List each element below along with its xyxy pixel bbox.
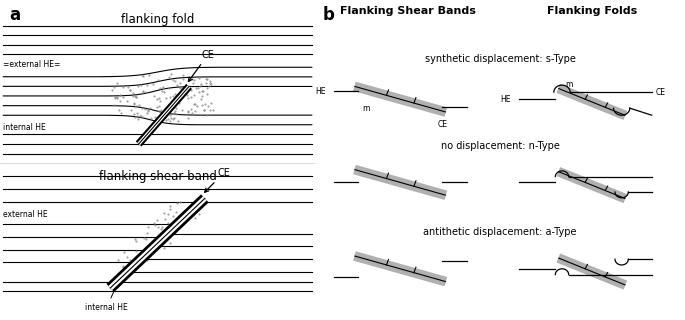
Text: CE: CE — [205, 168, 230, 192]
Text: Flanking Folds: Flanking Folds — [547, 6, 638, 16]
Text: m: m — [362, 104, 369, 113]
Text: antithetic displacement: a-Type: antithetic displacement: a-Type — [423, 227, 577, 237]
Text: a: a — [10, 6, 21, 24]
Text: HE: HE — [316, 87, 326, 96]
Text: no displacement: n-Type: no displacement: n-Type — [440, 141, 560, 151]
Text: Flanking Shear Bands: Flanking Shear Bands — [340, 6, 475, 16]
Text: internal HE: internal HE — [85, 282, 128, 312]
Text: CE: CE — [437, 120, 447, 129]
Text: =external HE=: =external HE= — [3, 60, 60, 68]
Text: external HE: external HE — [3, 210, 48, 219]
Text: CE: CE — [656, 88, 665, 97]
Text: CE: CE — [188, 50, 214, 81]
Text: HE: HE — [501, 95, 511, 104]
Text: flanking fold: flanking fold — [121, 13, 195, 26]
Text: synthetic displacement: s-Type: synthetic displacement: s-Type — [425, 54, 575, 64]
Text: b: b — [323, 6, 334, 24]
Text: flanking shear band: flanking shear band — [99, 170, 216, 183]
Text: internal HE: internal HE — [3, 124, 46, 132]
Text: m: m — [566, 80, 573, 89]
